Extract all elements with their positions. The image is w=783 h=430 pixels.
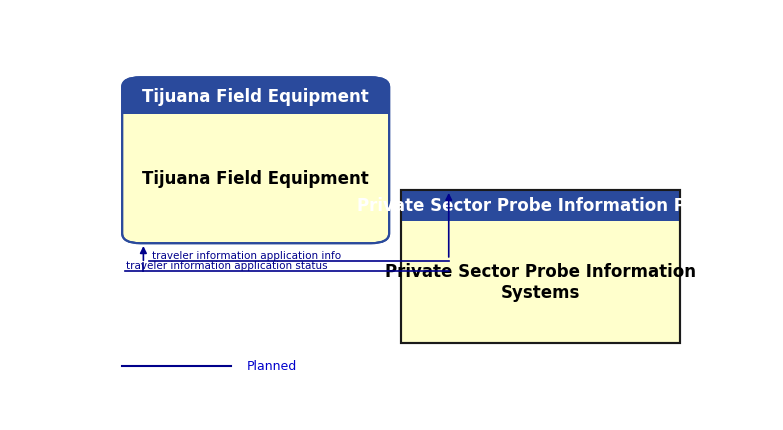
Bar bbox=[402, 190, 680, 343]
Text: traveler information application info: traveler information application info bbox=[153, 250, 341, 260]
Text: Private Sector Probe Information
Systems: Private Sector Probe Information Systems bbox=[385, 263, 696, 301]
Text: Private Sector Probe Information Pro...: Private Sector Probe Information Pro... bbox=[357, 197, 725, 215]
Text: Planned: Planned bbox=[247, 359, 297, 373]
Bar bbox=[122, 96, 389, 114]
FancyBboxPatch shape bbox=[122, 78, 389, 244]
Text: traveler information application status: traveler information application status bbox=[126, 261, 328, 271]
Text: Tijuana Field Equipment: Tijuana Field Equipment bbox=[143, 170, 369, 188]
Bar bbox=[402, 190, 680, 343]
Bar bbox=[402, 190, 680, 221]
Text: Tijuana Field Equipment: Tijuana Field Equipment bbox=[143, 87, 369, 105]
FancyBboxPatch shape bbox=[122, 78, 389, 114]
